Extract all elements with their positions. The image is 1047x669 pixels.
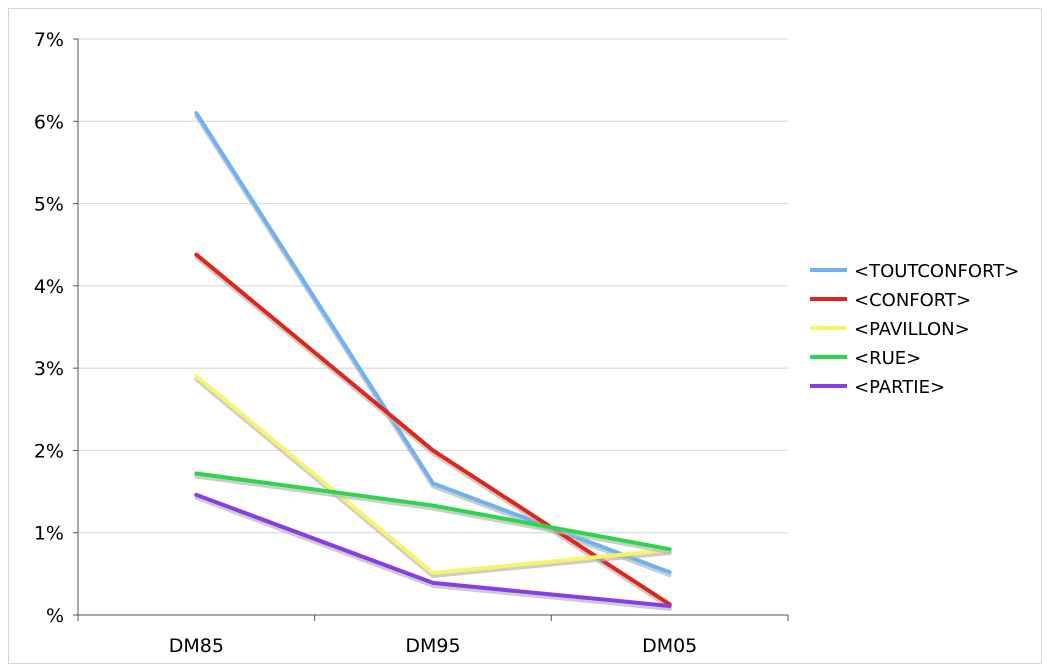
legend: <TOUTCONFORT> <CONFORT> <PAVILLON> <RUE> <PA…: [810, 261, 1019, 398]
gridlines: [78, 38, 788, 534]
series-shadow: [194, 495, 672, 611]
series-shadow: [194, 474, 672, 555]
legend-label: <TOUTCONFORT>: [854, 261, 1019, 282]
series-line: [194, 252, 672, 607]
x-tick-labels: DM85 DM95 DM05: [169, 635, 698, 657]
y-tick-label: 3%: [34, 358, 64, 380]
y-tick-label: 4%: [34, 276, 64, 298]
y-tick-label: 5%: [34, 194, 64, 216]
legend-label: <RUE>: [854, 348, 921, 369]
y-tick-labels: % 1% 2% 3% 4% 5% 6% 7%: [34, 29, 64, 627]
series-lines: [194, 111, 672, 611]
y-tick-label: %: [46, 605, 64, 627]
x-tick-label: DM85: [169, 635, 224, 657]
series-shadow: [194, 377, 672, 579]
axes: [73, 38, 789, 621]
x-tick-label: DM95: [405, 635, 460, 657]
series-line: [194, 492, 672, 608]
series-line: [194, 374, 672, 576]
y-tick-label: 1%: [34, 523, 64, 545]
legend-label: <CONFORT>: [854, 290, 971, 311]
legend-label: <PAVILLON>: [854, 319, 970, 340]
series-line: [194, 111, 672, 575]
series-line: [194, 471, 672, 552]
series-shadow: [194, 255, 672, 610]
y-tick-label: 7%: [34, 29, 64, 51]
y-tick-label: 6%: [34, 111, 64, 133]
y-tick-label: 2%: [34, 440, 64, 462]
chart-frame: [8, 8, 1042, 664]
x-tick-label: DM05: [642, 635, 697, 657]
legend-label: <PARTIE>: [854, 377, 945, 398]
